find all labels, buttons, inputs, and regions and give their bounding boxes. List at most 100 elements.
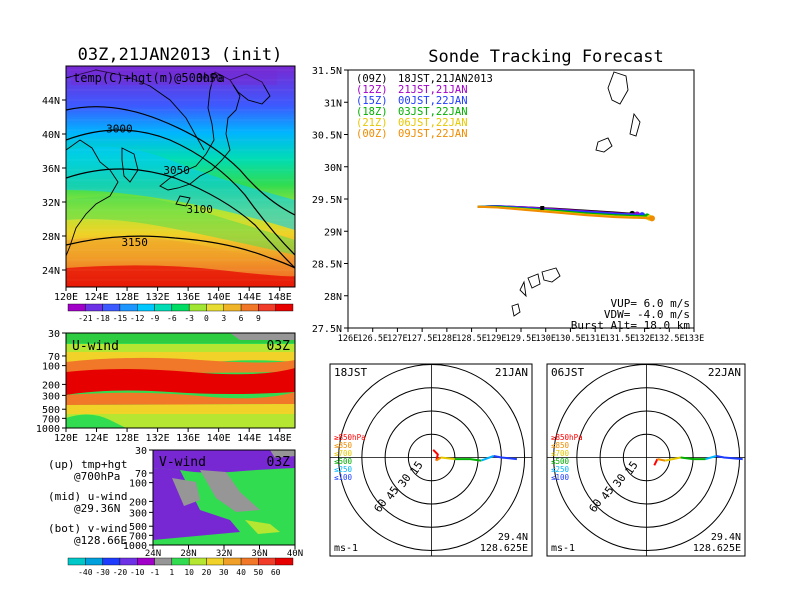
tick-label: 28.5N xyxy=(312,260,342,271)
tick-label: 30.5N xyxy=(312,131,342,142)
level-legend: ≤100 xyxy=(334,473,353,482)
tick-label: 124E xyxy=(84,292,108,303)
ring-label: 30 xyxy=(610,471,628,489)
colorbar-label: -1 xyxy=(150,568,160,577)
hodo-line xyxy=(454,458,482,462)
colorbar-segment xyxy=(223,557,242,566)
note-mid-b: @29.36N xyxy=(74,502,120,515)
note-up-a: (up) tmp+hgt xyxy=(48,458,127,471)
coastline xyxy=(66,69,271,257)
colorbar-label: 40 xyxy=(236,568,246,577)
tick-label: 144E xyxy=(237,292,261,303)
tick-label: 30N xyxy=(324,163,342,174)
colorbar-label: 10 xyxy=(184,568,194,577)
colorbar-segment xyxy=(206,303,224,312)
tick-label: 44N xyxy=(42,96,60,107)
colorbar-segment xyxy=(119,303,138,312)
hodo-line xyxy=(716,455,743,461)
hodo-unit: ms-1 xyxy=(551,543,575,554)
u-wind-field xyxy=(66,333,295,428)
tick-label: 128E xyxy=(115,292,139,303)
tick-label: 128E xyxy=(115,433,139,444)
tick-label: 132.5E xyxy=(654,334,685,344)
colorbar-label: -18 xyxy=(95,314,110,323)
level-legend: ≤100 xyxy=(551,473,570,482)
colorbar-segment xyxy=(137,557,155,566)
tick-label: 129E xyxy=(486,334,506,344)
tick-label: 128E xyxy=(437,334,457,344)
tick-label: 700 xyxy=(129,531,147,542)
colorbar-segment xyxy=(102,557,121,566)
track-x-axis: 126E 126.5E 127E 127.5E 128E 128.5E 129E 129.5E… xyxy=(338,328,704,344)
level-legend: ≤500 xyxy=(334,457,353,466)
colorbar-segment xyxy=(102,303,121,312)
tick-label: 126E xyxy=(338,334,358,344)
hodo-time: 06JST xyxy=(551,366,584,379)
colorbar-segment xyxy=(154,557,173,566)
level-legend: ≤250 xyxy=(334,465,353,474)
tick-label: 30 xyxy=(135,446,147,457)
colorbar-label: 0 xyxy=(204,314,209,323)
hodo-line xyxy=(432,449,439,461)
colorbar-segment xyxy=(171,303,190,312)
colorbar-label: 1 xyxy=(169,568,174,577)
tick-label: 32N xyxy=(216,549,232,559)
note-mid-a: (mid) u-wind xyxy=(48,490,127,503)
tick-label: 129.5E xyxy=(506,334,537,344)
temp-contour-labels: 3000 3050 3100 3150 xyxy=(106,122,213,249)
tick-label: 136E xyxy=(176,292,200,303)
tick-label: 148E xyxy=(268,433,292,444)
burst-alt-text: Burst Alt= 18.0 km xyxy=(571,319,691,332)
legend-code: (15Z) xyxy=(356,95,388,107)
colorbar-segment xyxy=(171,557,190,566)
colorbar-label: -21 xyxy=(78,314,93,323)
v-x-axis: 24N 28N 32N 36N 40N xyxy=(145,545,303,559)
tick-label: 133E xyxy=(684,334,704,344)
level-legend: ≥850hPa xyxy=(334,433,366,442)
colorbar-segment xyxy=(258,557,276,566)
hodo-time: 18JST xyxy=(334,366,367,379)
tick-label: 500 xyxy=(129,522,147,533)
track-params: VUP= 6.0 m/s VDW= -4.0 m/s Burst Alt= 18… xyxy=(571,297,691,332)
colorbar-label: -40 xyxy=(78,568,93,577)
hodo-lon: 128.625E xyxy=(693,543,741,554)
colorbar-label: 50 xyxy=(254,568,264,577)
v-panel-time: 03Z xyxy=(267,455,291,470)
colorbar-segment xyxy=(258,303,276,312)
tick-label: 31N xyxy=(324,98,342,109)
tick-label: 500 xyxy=(42,405,60,416)
colorbar-label: 3 xyxy=(221,314,226,323)
level-legend: ≤500 xyxy=(551,457,570,466)
tick-label: 1000 xyxy=(36,424,60,435)
colorbar-segment xyxy=(154,303,173,312)
temp-panel-title: 03Z,21JAN2013 (init) xyxy=(78,45,283,65)
hodo-line xyxy=(653,458,659,466)
colorbar-segment xyxy=(67,557,86,566)
tick-label: 136E xyxy=(176,433,200,444)
colorbar-segment xyxy=(188,557,207,566)
panel-notes: (up) tmp+hgt @700hPa (mid) u-wind @29.36… xyxy=(48,458,127,547)
legend-text: 00JST,22JAN xyxy=(398,95,468,107)
u-panel-time: 03Z xyxy=(267,339,291,354)
tick-label: 1000 xyxy=(123,541,147,552)
track-legend: (09Z) 18JST,21JAN2013 (12Z) 21JST,21JAN (15Z… xyxy=(356,73,493,140)
colorbar-segment xyxy=(223,303,242,312)
hodo-line xyxy=(435,456,442,462)
hodo-date: 21JAN xyxy=(495,366,528,379)
track-y-axis: 31.5N 31N 30.5N 30N 29.5N 29N 28.5N 28N 27.5N xyxy=(312,66,348,335)
temp-panel-frame xyxy=(65,65,296,288)
tick-label: 40N xyxy=(42,130,60,141)
tick-label: 24N xyxy=(145,549,161,559)
temp-y-axis: 44N 40N 36N 32N 28N 24N xyxy=(42,96,66,277)
v-panel-label: V-wind xyxy=(159,455,206,470)
tick-label: 32N xyxy=(42,198,60,209)
colorbar-label: -3 xyxy=(184,314,194,323)
hodo-lat: 29.4N xyxy=(711,532,741,543)
temp-colorbar: -21 -18 -15 -12 -9 -6 -3 0 3 6 9 xyxy=(67,303,294,323)
colorbar-segment xyxy=(85,303,103,312)
tick-label: 128.5E xyxy=(456,334,487,344)
contour-label: 3150 xyxy=(121,236,148,249)
